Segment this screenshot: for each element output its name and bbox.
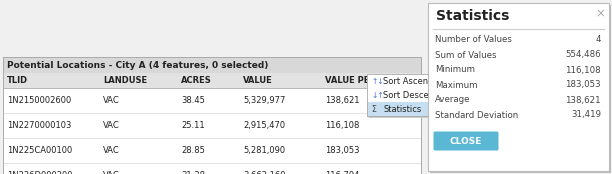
Text: VALUE PER ACRE: VALUE PER ACRE: [325, 76, 403, 85]
FancyBboxPatch shape: [3, 73, 421, 88]
Text: Sort Descending: Sort Descending: [383, 90, 453, 100]
Text: 31,419: 31,419: [571, 110, 601, 120]
Text: 183,053: 183,053: [325, 146, 359, 155]
FancyBboxPatch shape: [3, 113, 421, 138]
Text: Minimum: Minimum: [435, 65, 475, 74]
Text: 138,621: 138,621: [565, 96, 601, 105]
Text: Average: Average: [435, 96, 471, 105]
Text: 116,108: 116,108: [325, 121, 359, 130]
Text: Σ: Σ: [371, 105, 376, 113]
Text: Statistics: Statistics: [383, 105, 421, 113]
Text: VAC: VAC: [103, 96, 120, 105]
Text: VAC: VAC: [103, 171, 120, 174]
Text: Sort Ascending: Sort Ascending: [383, 77, 447, 85]
Text: 1N225CA00100: 1N225CA00100: [7, 146, 72, 155]
Text: 5,329,977: 5,329,977: [243, 96, 285, 105]
Text: 38.45: 38.45: [181, 96, 205, 105]
Text: CLOSE: CLOSE: [450, 136, 482, 145]
Text: ×: ×: [595, 7, 605, 21]
Text: 116,704: 116,704: [325, 171, 359, 174]
Text: ↑↓: ↑↓: [371, 77, 384, 85]
Text: VAC: VAC: [103, 146, 120, 155]
FancyBboxPatch shape: [367, 74, 465, 116]
Text: 1N2270000103: 1N2270000103: [7, 121, 72, 130]
Text: 3,662,160: 3,662,160: [243, 171, 286, 174]
FancyBboxPatch shape: [430, 5, 611, 173]
Text: VAC: VAC: [103, 121, 120, 130]
FancyBboxPatch shape: [367, 88, 465, 102]
Text: 1N226D000200: 1N226D000200: [7, 171, 72, 174]
Text: Number of Values: Number of Values: [435, 35, 512, 45]
Text: 4: 4: [595, 35, 601, 45]
FancyBboxPatch shape: [3, 88, 421, 113]
Text: Potential Locations - City A (4 features, 0 selected): Potential Locations - City A (4 features…: [7, 61, 269, 69]
Text: Statistics: Statistics: [436, 9, 509, 23]
FancyBboxPatch shape: [3, 163, 421, 174]
Text: Maximum: Maximum: [435, 81, 477, 89]
Text: ACRES: ACRES: [181, 76, 212, 85]
Text: 138,621: 138,621: [325, 96, 359, 105]
Text: Standard Deviation: Standard Deviation: [435, 110, 518, 120]
Text: ↓↑: ↓↑: [371, 90, 384, 100]
FancyBboxPatch shape: [367, 74, 465, 88]
FancyBboxPatch shape: [428, 3, 609, 171]
FancyBboxPatch shape: [3, 57, 421, 174]
Text: VALUE: VALUE: [243, 76, 273, 85]
FancyBboxPatch shape: [367, 102, 465, 116]
Text: 183,053: 183,053: [565, 81, 601, 89]
FancyBboxPatch shape: [433, 132, 499, 151]
Text: TLID: TLID: [7, 76, 28, 85]
Text: 2,915,470: 2,915,470: [243, 121, 285, 130]
Text: 1N2150002600: 1N2150002600: [7, 96, 71, 105]
FancyBboxPatch shape: [369, 76, 467, 118]
Text: 116,108: 116,108: [565, 65, 601, 74]
FancyBboxPatch shape: [3, 138, 421, 163]
Text: 31.38: 31.38: [181, 171, 205, 174]
Text: 554,486: 554,486: [565, 50, 601, 60]
Text: LANDUSE: LANDUSE: [103, 76, 147, 85]
Text: Sum of Values: Sum of Values: [435, 50, 496, 60]
FancyBboxPatch shape: [3, 57, 421, 73]
Text: 5,281,090: 5,281,090: [243, 146, 285, 155]
Text: 28.85: 28.85: [181, 146, 205, 155]
Text: 25.11: 25.11: [181, 121, 204, 130]
